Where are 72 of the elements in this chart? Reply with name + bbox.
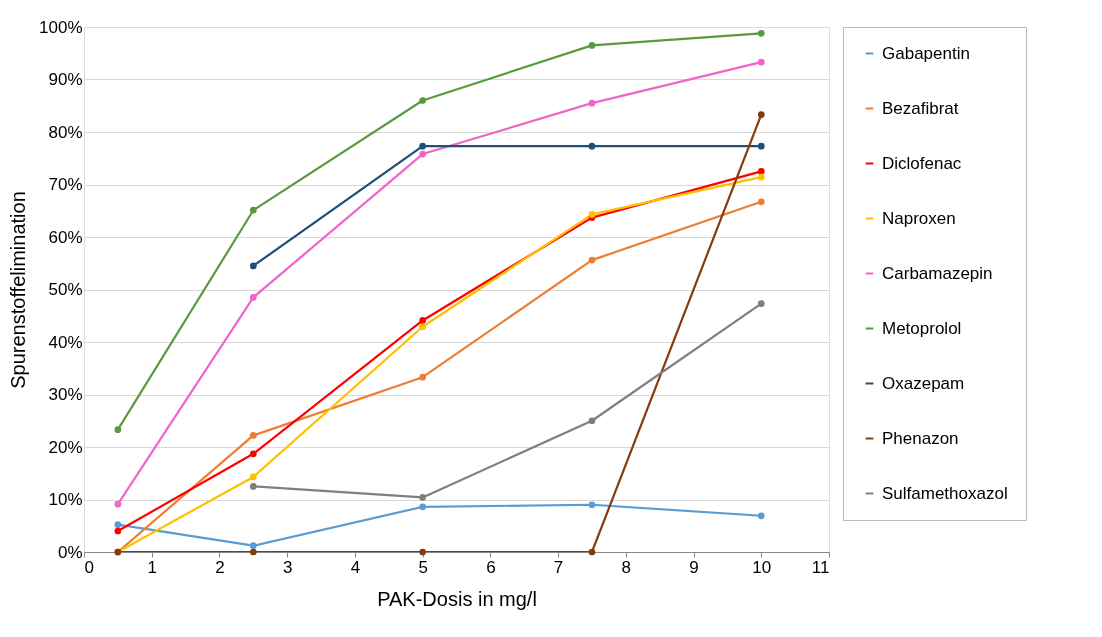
point xyxy=(419,323,426,331)
point xyxy=(249,483,257,490)
y-axis-title: Spurenstoffelimination xyxy=(7,191,30,389)
point xyxy=(419,494,426,501)
y-tick-label: 30% xyxy=(48,385,83,404)
y-tick-label: 0% xyxy=(57,542,83,562)
point xyxy=(588,99,596,107)
point xyxy=(757,29,765,37)
point xyxy=(249,450,257,458)
x-tick-label: 2 xyxy=(215,557,225,577)
x-tick-label: 8 xyxy=(621,557,632,577)
point xyxy=(249,206,257,214)
point xyxy=(419,97,426,104)
x-tick-label: 4 xyxy=(350,557,361,577)
point xyxy=(757,111,765,119)
point xyxy=(588,501,596,509)
legend-label: Oxazepam xyxy=(882,373,965,393)
point xyxy=(757,198,765,206)
point xyxy=(757,168,765,175)
point xyxy=(757,142,765,150)
point xyxy=(249,473,257,481)
point xyxy=(419,317,426,324)
legend-label: Carbamazepin xyxy=(882,263,993,283)
y-tick-label: 20% xyxy=(48,437,83,457)
y-tick-label: 90% xyxy=(48,70,83,89)
point xyxy=(588,42,596,49)
point xyxy=(114,521,122,529)
x-tick-label: 0 xyxy=(84,557,94,577)
point xyxy=(114,527,122,535)
y-tick-label: 80% xyxy=(48,122,83,142)
y-tick-label: 40% xyxy=(48,332,83,352)
x-tick-label: 10 xyxy=(752,557,772,577)
y-tick-label: 100% xyxy=(39,17,83,37)
legend-label: Gabapentin xyxy=(882,43,970,63)
y-tick-label: 10% xyxy=(48,490,83,509)
point xyxy=(757,300,765,308)
legend-label: Sulfamethoxazol xyxy=(882,483,1008,503)
point xyxy=(419,503,426,511)
x-tick-label: 7 xyxy=(553,557,564,577)
point xyxy=(249,548,257,556)
y-tick-label: 70% xyxy=(48,175,83,194)
legend-label: Naproxen xyxy=(882,208,956,228)
point xyxy=(757,58,765,66)
point xyxy=(588,548,596,556)
point xyxy=(588,142,596,150)
x-tick-label: 1 xyxy=(147,557,157,577)
legend-label: Bezafibrat xyxy=(882,98,959,118)
y-tick-label: 50% xyxy=(48,280,83,299)
legend-label: Diclofenac xyxy=(882,153,962,173)
point xyxy=(757,173,765,181)
point xyxy=(249,432,257,439)
point xyxy=(588,417,596,425)
point xyxy=(114,426,122,434)
point xyxy=(249,294,257,301)
point xyxy=(419,142,426,150)
y-tick-label: 60% xyxy=(48,227,83,247)
point xyxy=(419,373,426,381)
point xyxy=(757,512,765,520)
x-tick-label: 3 xyxy=(282,557,293,577)
x-tick-label: 11 xyxy=(811,557,830,577)
point xyxy=(114,500,122,508)
point xyxy=(588,256,596,264)
x-tick-label: 9 xyxy=(689,557,699,577)
point xyxy=(419,548,426,556)
point xyxy=(249,262,257,270)
x-tick-label: 6 xyxy=(486,557,496,577)
point xyxy=(249,542,257,550)
legend-label: Metoprolol xyxy=(882,318,962,338)
legend-label: Phenazon xyxy=(882,428,959,448)
x-axis-title: PAK-Dosis in mg/l xyxy=(377,587,537,610)
x-tick-label: 5 xyxy=(418,557,428,577)
point xyxy=(419,150,426,158)
